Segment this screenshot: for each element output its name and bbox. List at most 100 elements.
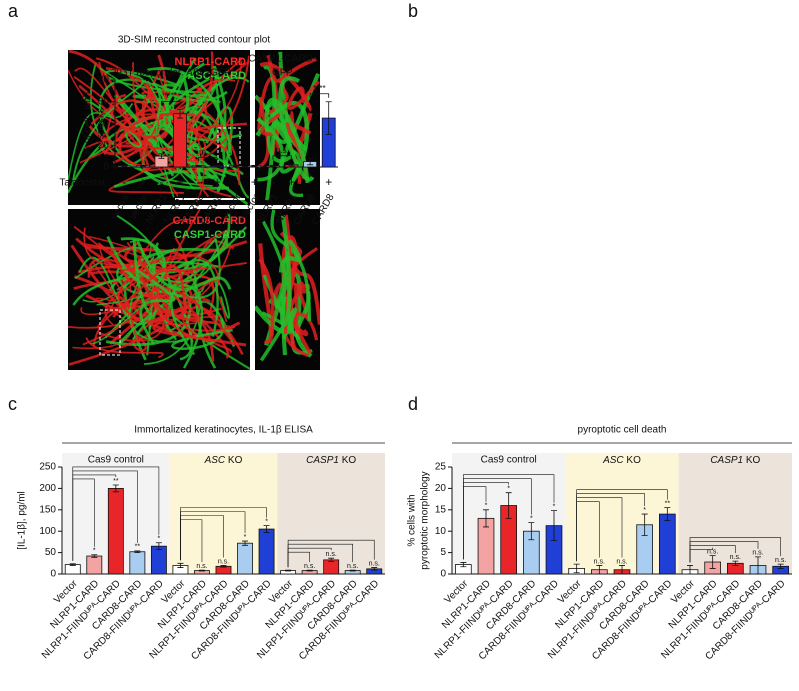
error-bar xyxy=(777,563,784,569)
comparison-bracket xyxy=(272,155,292,160)
comparison-bracket xyxy=(463,474,555,560)
panel-label: c xyxy=(8,394,17,414)
treatment-sign: + xyxy=(325,175,332,189)
fiber xyxy=(112,265,188,318)
y-tick-label: 50 xyxy=(45,547,57,558)
fiber xyxy=(124,240,248,264)
error-bar xyxy=(177,562,184,568)
fiber xyxy=(162,83,228,103)
significance-label: * xyxy=(158,536,161,543)
group-label: CASP1 KO xyxy=(710,455,760,466)
error-bar xyxy=(573,563,580,574)
fiber xyxy=(181,275,232,354)
comparison-bracket xyxy=(180,507,267,561)
error-bar xyxy=(664,507,671,521)
error-bar xyxy=(349,569,356,572)
error-bar xyxy=(285,569,292,572)
error-bar xyxy=(134,550,141,553)
y-tick-label: 40 xyxy=(98,118,110,129)
error-bar xyxy=(69,563,76,566)
error-bar xyxy=(732,560,739,566)
group-label: 293T responder: ASC-GFP xyxy=(111,68,231,79)
fiber xyxy=(84,96,119,150)
fiber-group xyxy=(255,209,320,362)
fiber xyxy=(273,122,293,148)
fiber xyxy=(278,76,315,182)
significance-label: n.s. xyxy=(369,560,380,567)
panel-label: a xyxy=(8,1,19,21)
significance-label: ** xyxy=(665,501,671,508)
channel-label: CARD8-CARD xyxy=(173,215,246,227)
significance-label: n.s. xyxy=(201,147,214,156)
error-bar xyxy=(371,567,378,571)
error-bar xyxy=(269,164,276,167)
significance-label: * xyxy=(485,503,488,510)
significance-label: n.s. xyxy=(707,548,718,555)
y-axis-label: [IL-1β], pg/ml xyxy=(17,491,28,550)
error-bar xyxy=(460,562,467,568)
bar xyxy=(323,559,340,575)
significance-label: * xyxy=(244,534,247,541)
fiber xyxy=(128,255,184,343)
treatment-sign: - xyxy=(308,175,312,189)
bar xyxy=(258,528,275,575)
error-bar xyxy=(214,164,221,167)
error-bar xyxy=(198,569,205,572)
error-bar xyxy=(155,542,162,551)
fiber xyxy=(255,298,294,335)
significance-label: n.s. xyxy=(775,557,786,564)
fiber xyxy=(280,215,292,327)
error-bar xyxy=(139,164,146,167)
y-tick-label: 60 xyxy=(98,96,110,107)
fiber xyxy=(258,258,275,337)
error-bar xyxy=(177,108,184,119)
error-bar xyxy=(325,101,332,135)
fiber xyxy=(141,90,241,185)
significance-label: * xyxy=(507,486,510,493)
channel-label: CASP1-CARD xyxy=(174,229,246,241)
bar xyxy=(64,564,81,575)
fiber xyxy=(256,117,285,182)
y-tick-label: 150 xyxy=(39,504,56,515)
significance-label: n.s. xyxy=(276,146,289,155)
error-bar xyxy=(91,554,98,558)
error-bar xyxy=(158,153,165,159)
significance-label: n.s. xyxy=(196,563,207,570)
bar xyxy=(173,113,187,168)
error-bar xyxy=(528,522,535,541)
treatment-label: Talabostat xyxy=(59,178,105,189)
fiber xyxy=(259,62,312,112)
fiber xyxy=(129,254,220,293)
treatment-sign: - xyxy=(234,175,238,189)
treatment-sign: - xyxy=(271,175,275,189)
treatment-sign: + xyxy=(288,175,295,189)
error-bar xyxy=(596,565,603,575)
group-label: GFP xyxy=(272,68,293,79)
fiber-group xyxy=(68,50,250,205)
treatment-sign: - xyxy=(197,175,201,189)
treatment-sign: + xyxy=(139,175,146,189)
fiber xyxy=(278,239,302,273)
error-bar xyxy=(112,484,119,493)
significance-label: n.s. xyxy=(730,554,741,561)
error-bar xyxy=(232,164,239,167)
significance-label: ** xyxy=(135,544,141,551)
bar xyxy=(129,551,146,575)
error-bar xyxy=(306,569,313,572)
group-label: CASP1 KO xyxy=(306,455,356,466)
bar xyxy=(150,545,167,575)
y-tick-label: 20 xyxy=(98,140,110,151)
y-tick-label: 0 xyxy=(440,569,446,580)
fiber xyxy=(72,70,144,181)
significance-label: **** xyxy=(165,91,177,100)
error-bar xyxy=(288,163,295,167)
error-bar xyxy=(755,556,761,575)
fiber xyxy=(165,62,206,121)
significance-label: n.s. xyxy=(347,563,358,570)
fiber xyxy=(74,67,179,198)
fiber xyxy=(163,77,225,190)
fiber xyxy=(146,66,232,156)
fiber xyxy=(266,54,317,83)
significance-label: * xyxy=(553,503,556,510)
